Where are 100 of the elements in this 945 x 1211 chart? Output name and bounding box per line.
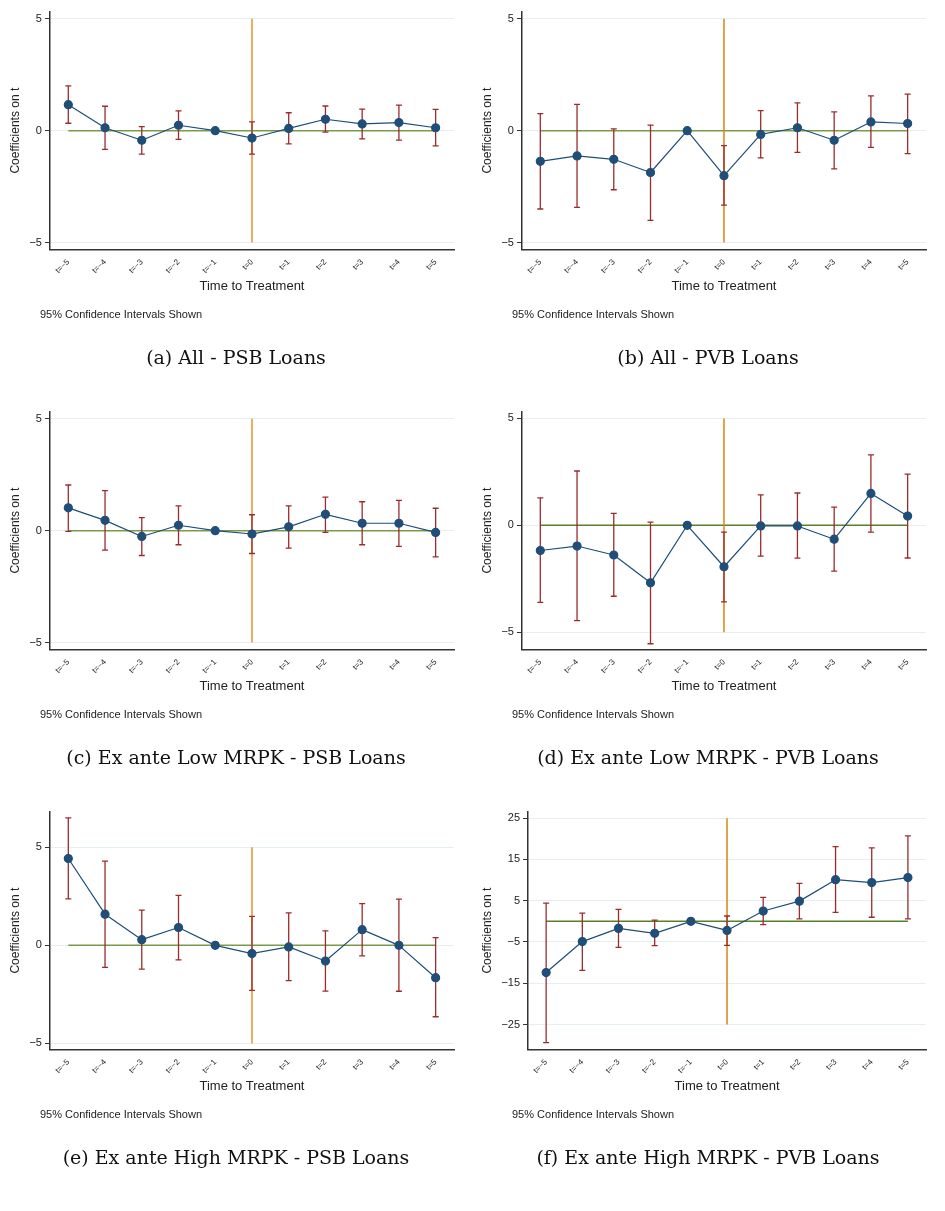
x-tick-label: t=1 bbox=[277, 656, 293, 672]
x-tick-label: t=−1 bbox=[200, 656, 219, 675]
point bbox=[866, 488, 876, 499]
y-tick-label: −5 bbox=[501, 625, 514, 638]
point bbox=[577, 936, 587, 947]
x-tick-label: t=4 bbox=[860, 1056, 876, 1072]
x-tick-label: t=1 bbox=[277, 256, 293, 272]
x-tick-label: t=2 bbox=[786, 656, 801, 672]
y-tick-label: −5 bbox=[507, 935, 521, 948]
point bbox=[357, 119, 367, 129]
x-tick-label: t=5 bbox=[424, 656, 439, 672]
x-tick-label: t=0 bbox=[240, 656, 256, 672]
point bbox=[535, 156, 545, 166]
text: (c) Ex ante Low MRPK - PSB Loans bbox=[65, 746, 407, 768]
y-tick-label: 5 bbox=[35, 11, 42, 24]
point bbox=[394, 518, 404, 528]
x-tick-label: t=0 bbox=[712, 256, 728, 272]
point bbox=[866, 117, 876, 127]
point bbox=[63, 853, 73, 864]
y-tick-label: 5 bbox=[513, 893, 521, 906]
x-tick-label: t=4 bbox=[859, 256, 875, 272]
point bbox=[210, 940, 220, 950]
y-tick-label: 5 bbox=[35, 840, 42, 853]
point bbox=[357, 518, 367, 528]
text: 95% Confidence Intervals Shown bbox=[512, 1108, 675, 1120]
point bbox=[320, 114, 331, 124]
y-tick-label: −15 bbox=[501, 976, 521, 989]
y-axis-title: Coefficients on t bbox=[7, 487, 22, 574]
x-tick-label: t=−1 bbox=[672, 656, 691, 675]
x-tick-label: t=3 bbox=[350, 1056, 366, 1072]
text: 95% Confidence Intervals Shown bbox=[40, 1108, 203, 1120]
y-tick-label: 15 bbox=[507, 852, 521, 865]
y-axis-title: Coefficients on t bbox=[479, 487, 494, 574]
text: (a) All - PSB Loans bbox=[145, 346, 327, 368]
x-axis-title: Time to Treatment bbox=[199, 277, 305, 293]
x-tick-label: t=2 bbox=[314, 256, 329, 272]
point bbox=[431, 123, 441, 133]
y-tick-label: 5 bbox=[35, 411, 42, 424]
x-axis-title: Time to Treatment bbox=[199, 1077, 305, 1093]
x-tick-label: t=0 bbox=[240, 256, 256, 272]
x-tick-label: t=2 bbox=[787, 1056, 803, 1072]
x-tick-label: t=−1 bbox=[200, 1056, 219, 1075]
point bbox=[100, 123, 110, 133]
x-tick-label: t=1 bbox=[749, 256, 765, 272]
point bbox=[792, 123, 803, 133]
point bbox=[650, 928, 660, 938]
x-tick-label: t=5 bbox=[424, 256, 439, 272]
point bbox=[572, 151, 582, 161]
text: 95% Confidence Intervals Shown bbox=[512, 708, 675, 720]
x-tick-label: t=1 bbox=[277, 1056, 293, 1072]
x-tick-label: t=3 bbox=[822, 656, 838, 672]
point bbox=[794, 896, 804, 906]
point bbox=[394, 940, 404, 950]
x-tick-label: t=1 bbox=[749, 656, 765, 672]
point bbox=[535, 545, 545, 556]
y-tick-label: 0 bbox=[35, 938, 42, 951]
y-tick-label: −25 bbox=[501, 1017, 521, 1030]
x-tick-label: t=5 bbox=[896, 1056, 912, 1072]
point bbox=[719, 171, 729, 181]
y-axis-title: Coefficients on t bbox=[479, 87, 494, 174]
point bbox=[756, 521, 766, 531]
y-axis-title: Coefficients on t bbox=[479, 887, 494, 974]
y-tick-label: 0 bbox=[507, 123, 514, 136]
point bbox=[431, 973, 441, 983]
point bbox=[137, 935, 147, 945]
point bbox=[63, 100, 73, 110]
point bbox=[210, 126, 220, 136]
x-tick-label: t=2 bbox=[786, 256, 801, 272]
x-tick-label: t=3 bbox=[824, 1056, 839, 1072]
y-tick-label: 25 bbox=[507, 811, 521, 824]
text: 95% Confidence Intervals Shown bbox=[40, 708, 203, 720]
point bbox=[719, 562, 729, 572]
point bbox=[247, 529, 257, 539]
point bbox=[247, 133, 257, 143]
point bbox=[431, 527, 441, 538]
x-tick-label: t=2 bbox=[314, 656, 329, 672]
point bbox=[357, 925, 367, 935]
point bbox=[137, 135, 147, 145]
y-axis-title: Coefficients on t bbox=[7, 887, 22, 974]
x-tick-label: t=4 bbox=[859, 656, 875, 672]
x-tick-label: t=1 bbox=[751, 1056, 767, 1072]
x-tick-label: t=−1 bbox=[676, 1056, 695, 1075]
x-tick-label: t=3 bbox=[350, 256, 366, 272]
x-tick-label: t=3 bbox=[822, 256, 838, 272]
point bbox=[829, 534, 839, 544]
text: (d) Ex ante Low MRPK - PVB Loans bbox=[536, 746, 880, 768]
x-tick-label: t=4 bbox=[387, 256, 403, 272]
point bbox=[63, 503, 73, 513]
text: 95% Confidence Intervals Shown bbox=[512, 308, 675, 320]
point bbox=[320, 509, 331, 519]
point bbox=[100, 909, 110, 919]
y-tick-label: 0 bbox=[507, 518, 514, 531]
x-tick-label: t=0 bbox=[715, 1056, 731, 1072]
x-tick-label: t=−1 bbox=[200, 256, 219, 275]
point bbox=[682, 126, 692, 136]
y-tick-label: 5 bbox=[507, 11, 514, 24]
y-tick-label: −5 bbox=[501, 235, 514, 248]
x-tick-label: t=0 bbox=[240, 1056, 256, 1072]
x-axis-title: Time to Treatment bbox=[199, 677, 305, 693]
x-tick-label: t=5 bbox=[896, 656, 911, 672]
